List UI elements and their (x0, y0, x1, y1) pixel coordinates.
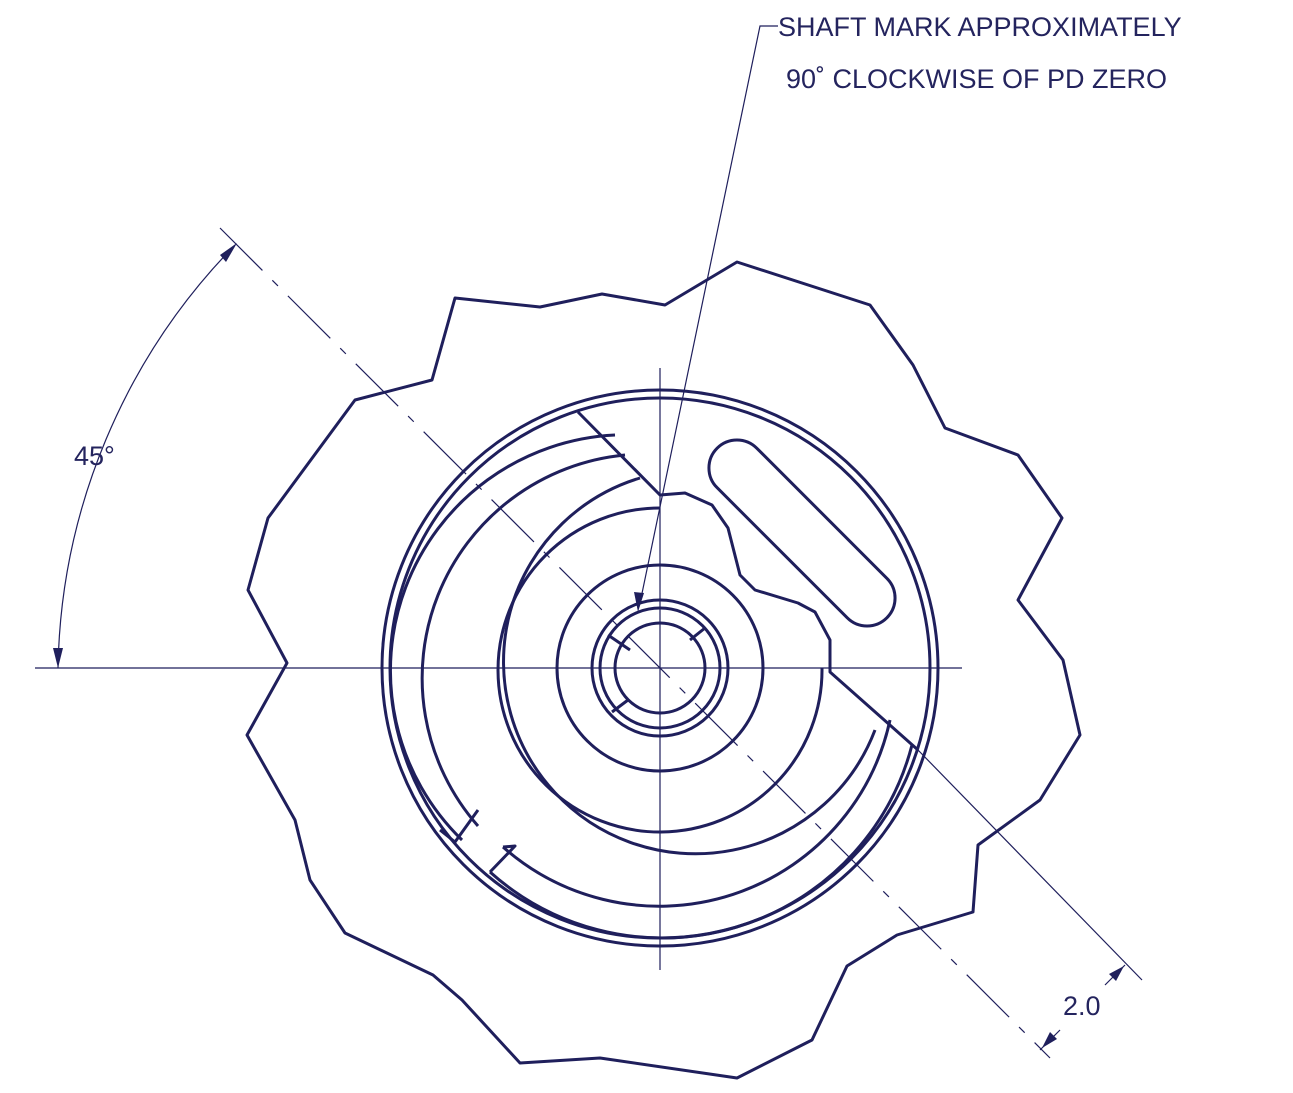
leader-line (639, 25, 778, 604)
note-line: 90˚ CLOCKWISE OF PD ZERO (786, 64, 1167, 94)
arrowhead (220, 243, 237, 262)
ring-arc (420, 453, 626, 827)
arrowhead (53, 648, 63, 668)
ring-arc (488, 744, 914, 940)
shaft-mark (689, 626, 706, 642)
arrowhead (634, 592, 644, 612)
note-line: SHAFT MARK APPROXIMATELY (778, 12, 1182, 42)
ring-arc (496, 506, 824, 834)
shaft-mark (607, 633, 631, 652)
ring-notch (488, 844, 517, 874)
slot (707, 438, 897, 628)
arrowhead (1109, 966, 1124, 981)
dimension-label: 2.0 (1063, 991, 1101, 1021)
angle-arc (57, 244, 236, 669)
extension-line (917, 749, 1143, 981)
arrowhead (1042, 1032, 1057, 1048)
angle-label: 45° (74, 441, 115, 471)
shaft-mark (611, 698, 629, 714)
ring-notch (439, 809, 480, 844)
ring-arc (502, 719, 892, 908)
angle-line (219, 227, 1051, 1059)
knob-outline (245, 260, 1082, 1080)
cam-cut (576, 410, 919, 752)
ring-arc (388, 433, 616, 842)
